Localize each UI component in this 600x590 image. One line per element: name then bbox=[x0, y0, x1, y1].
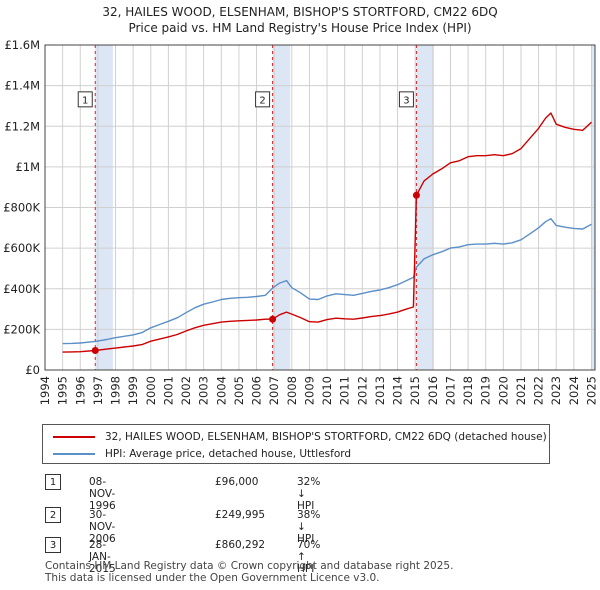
transaction-price: £249,995 bbox=[215, 509, 266, 521]
x-tick-label: 2017 bbox=[443, 376, 457, 405]
x-tick-label: 2012 bbox=[355, 376, 369, 405]
transaction-date: 30-NOV-2006 bbox=[89, 509, 116, 545]
x-tick-label: 1995 bbox=[56, 376, 70, 405]
y-tick-label: £200K bbox=[3, 322, 40, 336]
transaction-box-label-2: 2 bbox=[259, 95, 265, 106]
x-tick-label: 2016 bbox=[426, 376, 440, 405]
transaction-hpi: 70% ↑ HPI bbox=[297, 539, 321, 575]
transaction-box-2 bbox=[255, 91, 271, 108]
x-tick-label: 2023 bbox=[549, 376, 563, 405]
transaction-price: £860,292 bbox=[215, 539, 266, 551]
x-tick-label: 2006 bbox=[250, 376, 264, 405]
x-tick-label: 2002 bbox=[179, 376, 193, 405]
price-chart: 32, HAILES WOOD, ELSENHAM, BISHOP'S STOR… bbox=[3, 5, 598, 405]
x-tick-label: 2020 bbox=[496, 376, 510, 405]
transaction-point-2 bbox=[269, 315, 277, 323]
x-tick-label: 2008 bbox=[285, 376, 299, 405]
x-tick-label: 2005 bbox=[232, 376, 246, 405]
x-tick-label: 2021 bbox=[514, 376, 528, 405]
x-tick-label: 2015 bbox=[408, 376, 422, 405]
y-tick-label: £1.6M bbox=[4, 38, 40, 52]
y-tick-label: £1M bbox=[15, 160, 40, 174]
legend-label-property: 32, HAILES WOOD, ELSENHAM, BISHOP'S STOR… bbox=[105, 431, 547, 443]
x-tick-label: 2013 bbox=[373, 376, 387, 405]
transaction-box-label-3: 3 bbox=[403, 95, 409, 106]
y-tick-label: £600K bbox=[3, 241, 40, 255]
property-series-line bbox=[62, 112, 592, 353]
chart-subtitle: Price paid vs. HM Land Registry's House … bbox=[128, 21, 471, 35]
x-tick-label: 2000 bbox=[144, 376, 158, 405]
legend-item-property: 32, HAILES WOOD, ELSENHAM, BISHOP'S STOR… bbox=[53, 429, 547, 445]
transaction-hpi: 32% ↓ HPI bbox=[297, 476, 321, 512]
y-tick-label: £0 bbox=[25, 363, 40, 377]
legend-item-hpi: HPI: Average price, detached house, Uttl… bbox=[53, 446, 351, 462]
transaction-hpi: 38% ↓ HPI bbox=[297, 509, 321, 545]
transaction-box-label-1: 1 bbox=[82, 95, 88, 106]
x-tick-label: 2019 bbox=[479, 376, 493, 405]
x-tick-label: 2011 bbox=[338, 376, 352, 405]
transaction-marker-1: 1 bbox=[45, 474, 61, 490]
y-tick-label: £800K bbox=[3, 201, 40, 215]
x-tick-label: 2004 bbox=[214, 376, 228, 405]
y-tick-label: £1.2M bbox=[4, 119, 40, 133]
x-tick-label: 2009 bbox=[302, 376, 316, 405]
y-tick-label: £400K bbox=[3, 282, 40, 296]
transaction-point-1 bbox=[91, 347, 99, 354]
transaction-date: 28-JAN-2015 bbox=[89, 539, 116, 575]
x-tick-label: 2001 bbox=[161, 376, 175, 405]
legend-label-hpi: HPI: Average price, detached house, Uttl… bbox=[105, 448, 352, 460]
footer-copyright: Contains HM Land Registry data © Crown c… bbox=[45, 560, 454, 572]
x-tick-label: 2024 bbox=[567, 376, 581, 405]
plot-frame bbox=[44, 44, 596, 371]
x-tick-label: 2018 bbox=[461, 376, 475, 405]
legend: 32, HAILES WOOD, ELSENHAM, BISHOP'S STOR… bbox=[42, 424, 550, 464]
legend-swatch-property bbox=[53, 436, 95, 438]
transaction-date: 08-NOV-1996 bbox=[89, 476, 116, 512]
legend-swatch-hpi bbox=[53, 453, 95, 455]
transaction-price: £96,000 bbox=[215, 476, 259, 488]
chart-title: 32, HAILES WOOD, ELSENHAM, BISHOP'S STOR… bbox=[102, 5, 497, 19]
x-tick-label: 2010 bbox=[320, 376, 334, 405]
transaction-box-3 bbox=[398, 91, 414, 108]
x-tick-label: 1994 bbox=[38, 376, 52, 405]
transaction-marker-3: 3 bbox=[45, 537, 61, 553]
x-tick-label: 2003 bbox=[197, 376, 211, 405]
x-tick-label: 1996 bbox=[73, 376, 87, 405]
transaction-box-1 bbox=[77, 91, 93, 108]
x-tick-label: 1997 bbox=[91, 376, 105, 405]
y-tick-label: £1.4M bbox=[4, 79, 40, 93]
footer: Contains HM Land Registry data © Crown c… bbox=[45, 560, 453, 584]
footer-licence: This data is licensed under the Open Gov… bbox=[45, 572, 380, 584]
transaction-point-3 bbox=[412, 191, 420, 199]
x-tick-label: 1998 bbox=[109, 376, 123, 405]
hpi-series-line bbox=[62, 217, 592, 345]
transaction-marker-2: 2 bbox=[45, 507, 61, 523]
x-tick-label: 1999 bbox=[126, 376, 140, 405]
x-tick-label: 2022 bbox=[532, 376, 546, 405]
x-tick-label: 2007 bbox=[267, 376, 281, 405]
x-tick-label: 2014 bbox=[391, 376, 405, 405]
x-tick-label: 2025 bbox=[584, 376, 598, 405]
